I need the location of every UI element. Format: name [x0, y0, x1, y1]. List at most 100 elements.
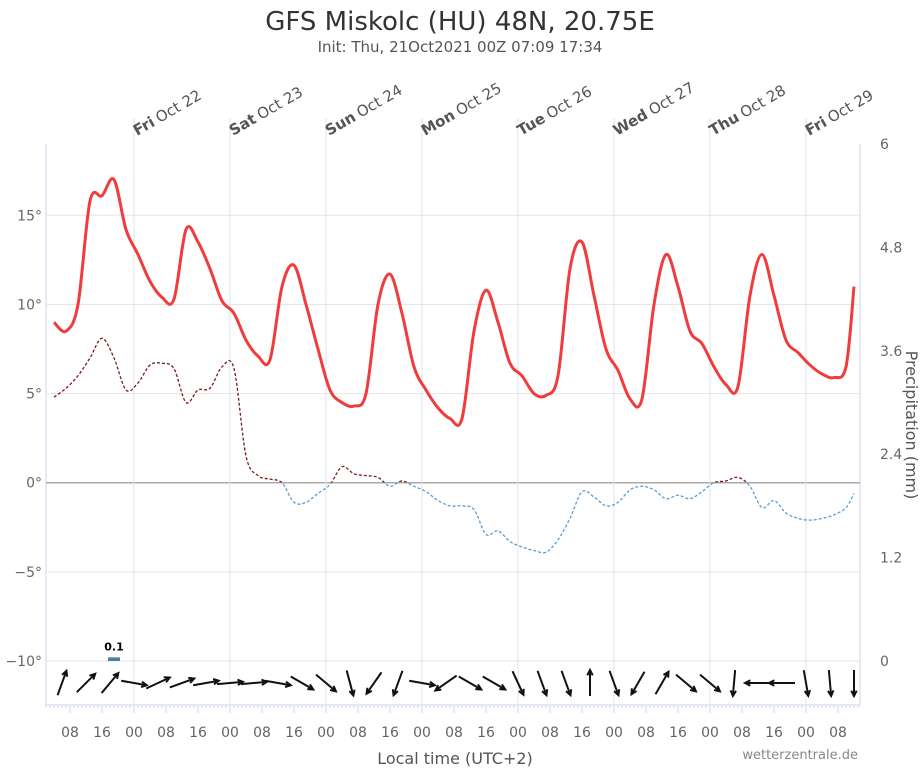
wind-arrow	[409, 679, 437, 688]
day-date: Oct 28	[737, 81, 789, 121]
wind-arrow	[850, 670, 858, 699]
series-line	[52, 177, 856, 427]
day-label: SatOct 23	[226, 83, 306, 140]
precip-bar	[108, 657, 120, 661]
day-label: WedOct 27	[610, 79, 698, 140]
x-tick-label: 16	[93, 725, 111, 741]
day-date: Oct 29	[824, 86, 876, 126]
wind-arrow	[365, 671, 383, 696]
wind-arrow	[145, 676, 172, 690]
x-tick-label: 08	[445, 725, 463, 741]
wind-arrow	[654, 669, 670, 695]
day-label: FriOct 22	[130, 86, 204, 139]
precip-label: 0.1	[104, 640, 124, 653]
wind-arrow	[608, 670, 621, 698]
day-weekday: Wed	[610, 105, 651, 139]
wind-arrow	[76, 672, 97, 693]
wind-arrow	[729, 669, 737, 699]
x-tick-label: 00	[701, 725, 719, 741]
x-tick-label: 00	[605, 725, 623, 741]
x-tick-label: 00	[797, 725, 815, 741]
x-tick-label: 08	[637, 725, 655, 741]
x-tick-label: 08	[253, 725, 271, 741]
chart-subtitle: Init: Thu, 21Oct2021 00Z 07:09 17:34	[318, 38, 603, 56]
wind-arrow	[216, 678, 246, 686]
day-label: FriOct 29	[802, 86, 876, 139]
x-tick-label: 08	[829, 725, 847, 741]
x-tick-label: 16	[477, 725, 495, 741]
day-label: MonOct 25	[418, 79, 505, 139]
x-tick-label: 08	[541, 725, 559, 741]
day-label: TueOct 26	[514, 82, 595, 139]
day-weekday: Sat	[226, 110, 259, 140]
day-weekday: Sun	[322, 108, 359, 140]
x-tick-label: 00	[413, 725, 431, 741]
wind-arrow	[100, 671, 120, 694]
x-tick-label: 00	[317, 725, 335, 741]
y2-tick-label: 6	[880, 137, 889, 153]
y2-tick-label: 3.6	[880, 344, 902, 360]
wind-arrow	[433, 674, 458, 692]
day-label: SunOct 24	[322, 81, 405, 140]
y-tick-label: −5°	[14, 565, 42, 581]
day-date: Oct 25	[453, 79, 505, 119]
wind-arrow	[827, 669, 835, 699]
wind-arrow	[193, 678, 221, 687]
wind-arrow	[121, 679, 149, 688]
wind-arrow	[536, 670, 549, 698]
y2-tick-label: 2.4	[880, 447, 902, 463]
chart-title: GFS Miskolc (HU) 48N, 20.75E	[265, 7, 655, 37]
wind-arrow	[169, 676, 197, 689]
wind-arrow	[742, 679, 771, 687]
y-tick-label: 15°	[17, 208, 42, 224]
wind-arrow	[315, 673, 338, 693]
x-tick-label: 16	[669, 725, 687, 741]
wind-arrow	[630, 671, 646, 697]
wind-arrow	[290, 675, 316, 691]
day-weekday: Thu	[706, 108, 742, 139]
day-date: Oct 27	[645, 79, 697, 119]
day-date: Oct 26	[543, 82, 595, 122]
wind-arrow	[458, 675, 484, 691]
x-tick-label: 16	[285, 725, 303, 741]
x-tick-label: 08	[349, 725, 367, 741]
wind-band	[46, 661, 860, 705]
x-tick-label: 08	[61, 725, 79, 741]
wind-arrow	[586, 667, 594, 696]
x-tick-label: 16	[765, 725, 783, 741]
x-tick-label: 16	[189, 725, 207, 741]
wind-arrow	[699, 673, 722, 693]
series-line	[53, 337, 855, 554]
y2-tick-label: 1.2	[880, 551, 902, 567]
wind-arrow	[391, 670, 404, 698]
y2-axis-label: Precipitation (mm)	[902, 351, 921, 500]
y-tick-label: 10°	[17, 297, 42, 313]
day-weekday: Tue	[514, 109, 548, 139]
wind-arrow	[265, 679, 293, 688]
y2-tick-label: 0	[880, 654, 889, 670]
day-weekday: Mon	[418, 106, 458, 140]
day-date: Oct 23	[254, 83, 306, 123]
wind-arrow	[766, 679, 795, 687]
wind-arrow	[56, 668, 69, 696]
y-tick-label: −10°	[5, 654, 42, 670]
wind-arrow	[675, 673, 698, 693]
day-date: Oct 24	[353, 81, 405, 121]
x-tick-label: 08	[157, 725, 175, 741]
y-tick-label: 0°	[26, 476, 42, 492]
x-tick-label: 00	[221, 725, 239, 741]
x-tick-label: 08	[733, 725, 751, 741]
wind-arrow	[482, 675, 508, 691]
x-tick-label: 16	[381, 725, 399, 741]
day-date: Oct 22	[152, 86, 204, 126]
x-axis-label: Local time (UTC+2)	[377, 749, 533, 768]
wind-arrow	[345, 670, 356, 698]
wind-arrow	[560, 670, 573, 698]
wind-arrow	[511, 670, 525, 697]
day-label: ThuOct 28	[706, 81, 789, 139]
wind-arrow	[802, 670, 811, 698]
x-tick-label: 16	[573, 725, 591, 741]
credit: wetterzentrale.de	[742, 748, 858, 763]
y-tick-label: 5°	[26, 387, 42, 403]
